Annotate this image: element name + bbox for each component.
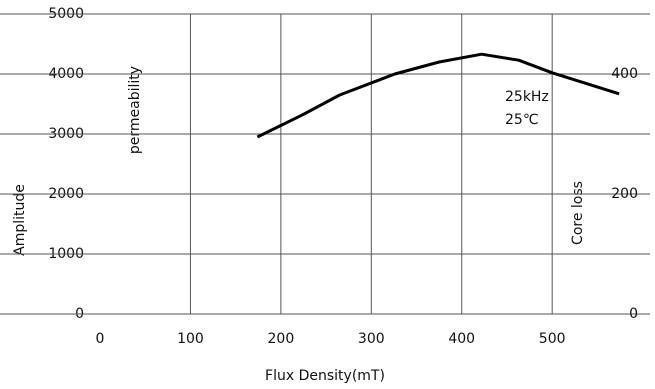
y-axis-label-secondary: permeability bbox=[127, 66, 143, 154]
y2-tick-label: 400 bbox=[611, 66, 638, 82]
x-tick-label: 300 bbox=[358, 331, 385, 347]
data-line bbox=[256, 52, 620, 139]
y2-tick-label: 200 bbox=[611, 186, 638, 202]
x-tick-label: 100 bbox=[177, 331, 204, 347]
annotation: 25℃ bbox=[505, 112, 539, 128]
x-tick-label: 0 bbox=[96, 331, 105, 347]
y-axis-label: Amplitude bbox=[12, 184, 28, 256]
x-tick-label: 400 bbox=[448, 331, 475, 347]
annotation: 25kHz bbox=[505, 89, 549, 105]
x-tick-label: 500 bbox=[539, 331, 566, 347]
x-tick-label: 200 bbox=[268, 331, 295, 347]
y2-tick-label: 0 bbox=[629, 306, 638, 322]
y2-axis-label: Core loss bbox=[570, 181, 586, 245]
x-axis-label: Flux Density(mT) bbox=[265, 368, 385, 384]
